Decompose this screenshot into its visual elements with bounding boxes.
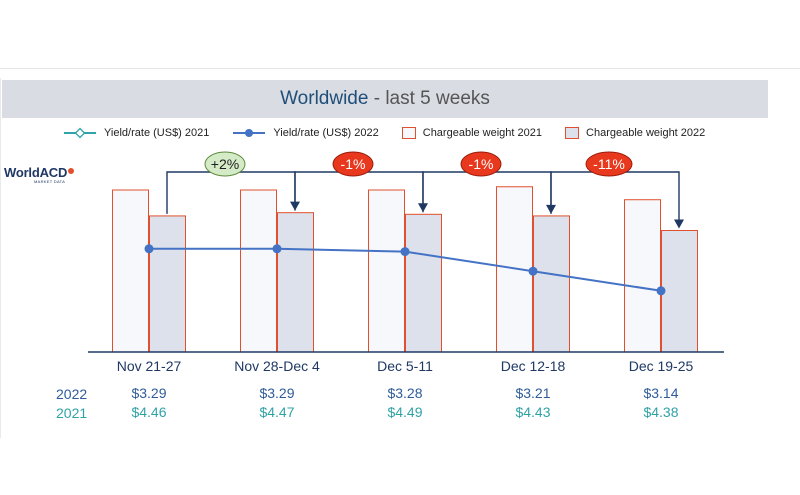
change-badge-label: -1%: [341, 156, 366, 172]
legend-marker-weight-2021: [401, 127, 416, 139]
change-badge: [460, 151, 502, 177]
change-badge: [204, 151, 246, 177]
change-badge: [585, 151, 633, 177]
value-row-cell: $4.43: [515, 404, 550, 420]
change-badge-label: +2%: [211, 156, 239, 172]
logo-tagline: MARKET DATA: [34, 179, 66, 184]
legend-item-weight-2022: Chargeable weight 2022: [564, 126, 705, 140]
top-divider: [0, 68, 800, 69]
point-yield-2022: [400, 247, 410, 257]
legend-label: Chargeable weight 2022: [586, 127, 706, 139]
bar-weight-2022: [661, 230, 698, 353]
point-yield-2022: [144, 244, 154, 254]
chart-subtitle: - last 5 weeks: [368, 88, 490, 109]
slide-border: [0, 78, 1, 438]
x-tick-label: Nov 21-27: [117, 358, 182, 374]
x-tick-label: Dec 12-18: [501, 358, 566, 374]
value-row-cell: $3.28: [387, 385, 422, 401]
x-tick-label: Nov 28-Dec 4: [234, 358, 320, 374]
value-row-cell: $4.46: [131, 404, 166, 420]
legend: Yield/rate (US$) 2021 Yield/rate (US$) 2…: [62, 125, 727, 141]
bar-weight-2021: [112, 189, 149, 353]
legend-item-yield-2022: Yield/rate (US$) 2022: [231, 127, 379, 139]
bar-weight-2022: [149, 215, 186, 353]
chart-title: Worldwide: [280, 88, 369, 109]
change-badge-label: -11%: [593, 156, 625, 172]
value-row-cell: $3.21: [515, 385, 550, 401]
legend-item-yield-2021: Yield/rate (US$) 2021: [62, 127, 209, 139]
bar-weight-2021: [240, 189, 277, 353]
value-row-cell: $3.29: [259, 385, 294, 401]
row-year-2022: 2022: [56, 386, 88, 402]
change-badge-label: -1%: [469, 156, 494, 172]
logo-name: WorldACD: [4, 165, 68, 180]
legend-label: Yield/rate (US$) 2021: [104, 127, 210, 139]
logo-dot-icon: [68, 168, 75, 174]
arrow-head-icon: [674, 219, 684, 229]
legend-marker-yield-2021: [64, 127, 96, 139]
legend-label: Chargeable weight 2021: [422, 127, 543, 139]
x-tick-label: Dec 5-11: [377, 358, 433, 374]
legend-marker-yield-2022: [233, 129, 266, 137]
value-row-cell: $4.49: [387, 404, 422, 420]
change-badge: [332, 151, 374, 177]
bar-weight-2022: [533, 215, 570, 353]
value-row-cell: $4.38: [643, 404, 678, 420]
legend-marker-weight-2022: [565, 127, 580, 139]
row-year-2021: 2021: [56, 405, 88, 421]
title-bar: Worldwide - last 5 weeks: [2, 80, 768, 118]
point-yield-2022: [656, 286, 666, 296]
point-yield-2022: [528, 266, 538, 276]
value-row-cell: $4.47: [259, 404, 294, 420]
legend-item-weight-2021: Chargeable weight 2021: [401, 126, 542, 140]
legend-label: Yield/rate (US$) 2022: [273, 127, 379, 139]
value-row-cell: $3.14: [643, 385, 678, 401]
bar-weight-2021: [624, 199, 661, 353]
bar-weight-2021: [368, 189, 405, 353]
x-tick-label: Dec 19-25: [629, 358, 694, 374]
bar-weight-2022: [277, 212, 314, 353]
worldacd-logo: WorldACD MARKET DATA: [4, 165, 75, 184]
value-row-cell: $3.29: [131, 385, 166, 401]
bar-weight-2022: [405, 213, 442, 353]
point-yield-2022: [272, 244, 282, 254]
